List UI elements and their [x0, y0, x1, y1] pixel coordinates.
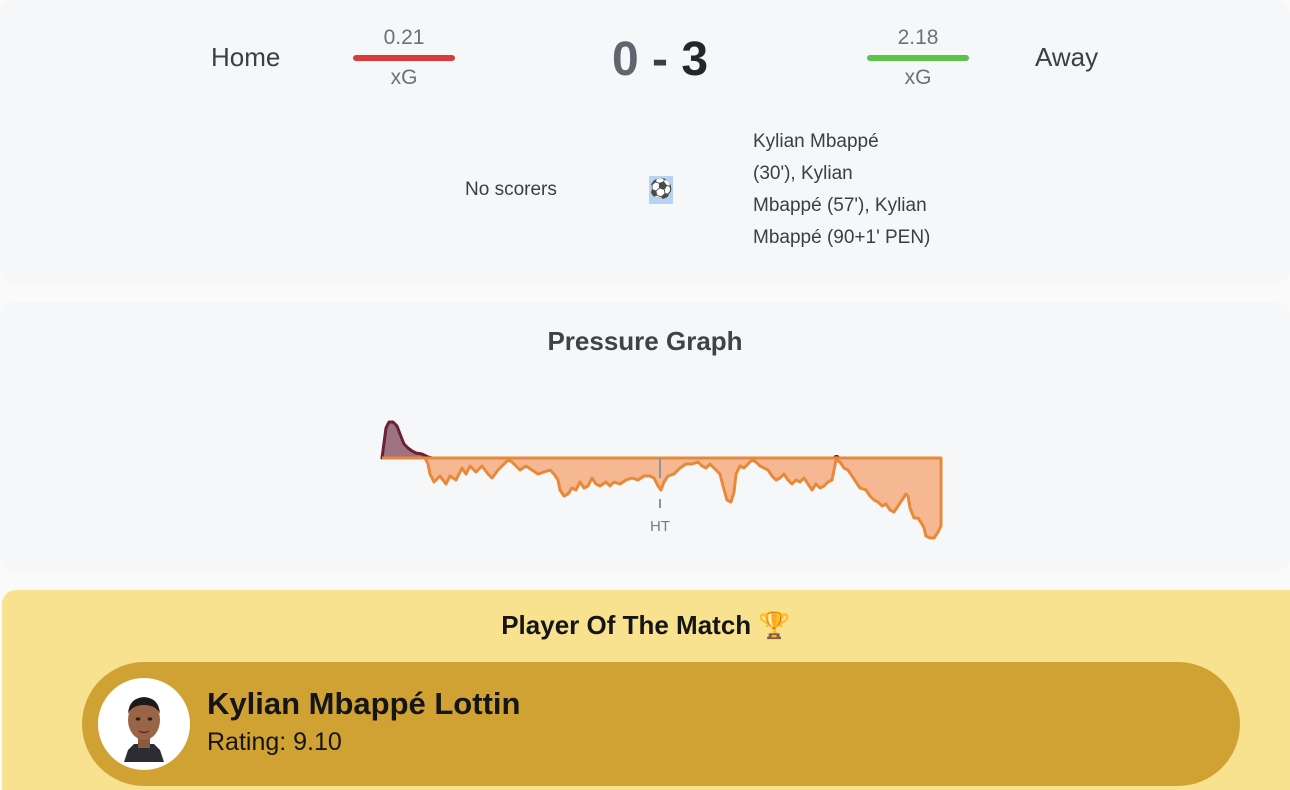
pressure-graph: HT: [380, 420, 943, 540]
pressure-graph-title: Pressure Graph: [547, 326, 743, 356]
away-scorers-line: (30'), Kylian: [753, 163, 853, 184]
away-scorers-line: Mbappé (90+1' PEN): [753, 227, 931, 248]
player-name: Kylian Mbappé Lottin: [207, 686, 521, 721]
player-avatar-icon: [124, 697, 164, 762]
home-xg-bar: [353, 55, 455, 61]
away-xg-label: xG: [904, 66, 932, 89]
away-team-label: Away: [1035, 42, 1099, 72]
away-pressure-area: [423, 456, 943, 540]
away-scorers-line: Mbappé (57'), Kylian: [753, 195, 927, 216]
halftime-label: HT: [650, 518, 670, 535]
home-xg-label: xG: [390, 66, 418, 89]
away-scorers: Kylian Mbappé (30'), Kylian Mbappé (57')…: [753, 126, 983, 254]
away-xg-bar: [867, 55, 969, 61]
home-team-label: Home: [211, 42, 281, 72]
soccer-ball-icon: ⚽: [649, 176, 673, 204]
avatar: [98, 678, 190, 770]
scoreline: 0 - 3: [560, 32, 760, 87]
home-score: 0: [611, 33, 639, 86]
home-xg-value: 0.21: [383, 26, 425, 49]
player-rating: Rating: 9.10: [207, 728, 342, 756]
away-scorers-line: Kylian Mbappé: [753, 131, 879, 152]
score-separator: -: [652, 33, 668, 86]
home-scorers: No scorers: [465, 179, 557, 200]
match-summary-card: Home 0.21 xG 0 - 3 2.18 xG Away No score…: [0, 0, 1290, 284]
home-pressure-area: [380, 420, 434, 460]
away-xg-value: 2.18: [897, 26, 939, 49]
away-score: 3: [681, 33, 709, 86]
player-of-the-match-title: Player Of The Match 🏆: [501, 610, 791, 640]
pressure-graph-card: Pressure Graph HT: [0, 302, 1290, 572]
player-of-the-match-pill[interactable]: Kylian Mbappé Lottin Rating: 9.10: [82, 662, 1240, 786]
player-of-the-match-card: Player Of The Match 🏆 Kylian Mbappé Lott…: [2, 590, 1290, 790]
